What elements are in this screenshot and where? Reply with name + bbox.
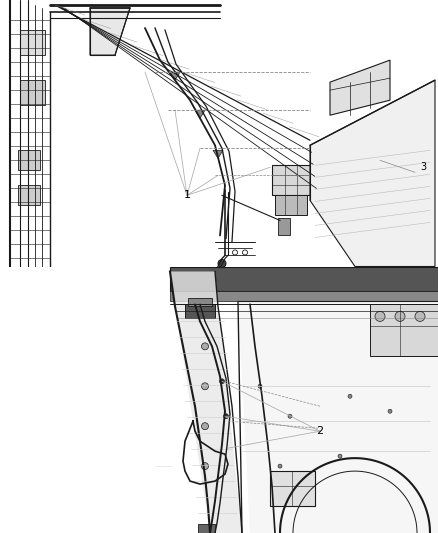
Circle shape [348, 394, 352, 398]
Polygon shape [188, 298, 212, 306]
Circle shape [201, 423, 208, 430]
Polygon shape [198, 524, 215, 533]
Polygon shape [275, 196, 307, 215]
Polygon shape [330, 60, 390, 115]
Polygon shape [310, 80, 435, 266]
Circle shape [201, 463, 208, 470]
Polygon shape [20, 30, 45, 55]
Circle shape [219, 379, 225, 384]
Circle shape [218, 260, 226, 268]
Polygon shape [272, 165, 310, 196]
Circle shape [201, 383, 208, 390]
Circle shape [338, 454, 342, 458]
Circle shape [278, 464, 282, 468]
Circle shape [375, 311, 385, 321]
Polygon shape [213, 150, 223, 158]
Polygon shape [170, 266, 438, 292]
Text: 3: 3 [420, 163, 426, 172]
Circle shape [201, 343, 208, 350]
Text: 2: 2 [316, 426, 324, 436]
Polygon shape [238, 302, 438, 533]
Polygon shape [185, 304, 215, 318]
Polygon shape [18, 150, 40, 171]
Polygon shape [195, 110, 205, 118]
Polygon shape [170, 72, 180, 80]
Polygon shape [170, 271, 242, 533]
Circle shape [223, 414, 229, 419]
Circle shape [258, 384, 262, 388]
Circle shape [395, 311, 405, 321]
Polygon shape [278, 219, 290, 236]
Polygon shape [270, 471, 315, 506]
Text: 1: 1 [184, 190, 191, 200]
Circle shape [415, 311, 425, 321]
Polygon shape [20, 80, 45, 105]
Polygon shape [170, 292, 438, 302]
Polygon shape [90, 8, 130, 55]
Polygon shape [370, 304, 438, 357]
Circle shape [288, 414, 292, 418]
Polygon shape [18, 185, 40, 205]
Circle shape [388, 409, 392, 413]
